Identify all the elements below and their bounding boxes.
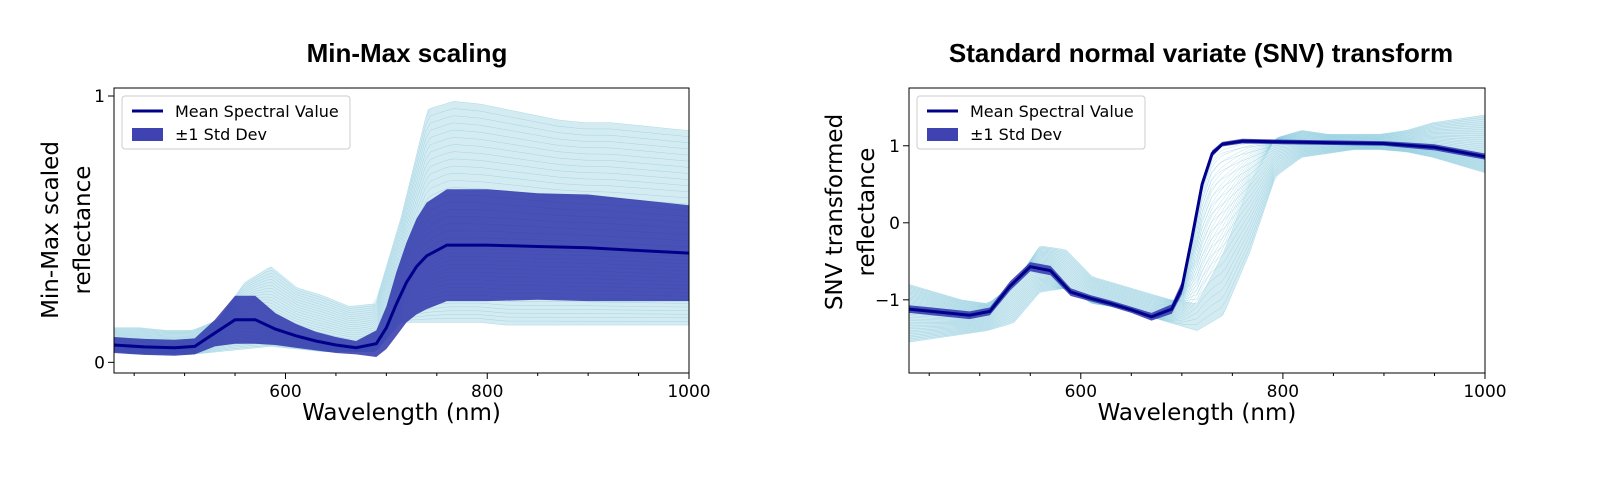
snv-legend-std-swatch [927,128,958,141]
snv-legend-mean-label: Mean Spectral Value [970,102,1134,121]
snv-spectrum-line [909,149,1485,341]
minmax-x-tick-label: 1000 [667,382,710,402]
snv-plot-area [909,114,1485,343]
snv-y-axis-label: reflectance [854,148,880,277]
minmax-legend-mean-label: Mean Spectral Value [175,102,339,121]
snv-spectrum-line [909,147,1485,333]
snv-spectrum-line [909,148,1485,340]
snv-legend-box [916,95,1146,150]
snv-spectrum-line [909,146,1485,328]
snv-spectra-envelope [909,115,1485,343]
minmax-axes-frame [113,87,690,374]
minmax-chart-title: Min-Max scaling [307,38,508,68]
snv-spectrum-line [909,143,1485,318]
minmax-legend-std-swatch [132,128,163,141]
minmax-x-axis-label: Wavelength (nm) [302,400,501,426]
snv-spectrum-line [909,145,1485,323]
snv-y-tick-label: −1 [875,291,900,311]
minmax-y-axis-label: Min-Max scaled [38,141,64,319]
snv-axes-frame [908,87,1486,374]
snv-spectrum-line [909,149,1485,343]
snv-spectrum-line [909,148,1485,338]
minmax-y-tick-label: 0 [94,353,105,373]
snv-legend: Mean Spectral Value ±1 Std Dev [916,95,1146,150]
snv-x-tick-label: 800 [1267,382,1299,402]
minmax-legend: Mean Spectral Value ±1 Std Dev [121,95,351,150]
snv-x-tick-label: 1000 [1463,382,1506,402]
minmax-chart: 600 800 1000 0 1 Min-Max scaling Wavelength (n… [38,38,711,426]
minmax-y-axis-label: reflectance [70,166,96,295]
snv-spectrum-line [909,144,1485,319]
snv-spectrum-line [909,147,1485,331]
minmax-spectrum-line [114,108,689,332]
minmax-plot-area [114,101,689,357]
snv-spectrum-line [909,140,1485,314]
minmax-mean-line [114,243,689,350]
minmax-x-tick-label: 600 [269,382,301,402]
snv-spectrum-line [909,146,1485,330]
snv-x-tick-label: 600 [1065,382,1097,402]
snv-legend-std-label: ±1 Std Dev [970,125,1062,144]
snv-y-tick-label: 0 [889,214,900,234]
snv-chart-title: Standard normal variate (SNV) transform [949,38,1453,68]
snv-spectrum-line [909,147,1485,335]
minmax-legend-box [121,95,351,150]
snv-x-axis-label: Wavelength (nm) [1098,400,1297,426]
snv-spectrum-line [909,145,1485,325]
snv-spectrum-line [909,144,1485,320]
snv-y-axis-label: SNV transformed [822,114,848,310]
minmax-chart-panel: 600 800 1000 0 1 Min-Max scaling Wavelength (n… [0,0,800,478]
minmax-std-band [114,189,689,357]
minmax-spectrum-line [114,101,689,331]
snv-mean-line [909,139,1485,319]
minmax-x-tick-label: 800 [471,382,503,402]
snv-spectrum-line [909,140,1485,315]
snv-spectrum-line [909,148,1485,336]
snv-y-tick-label: 1 [889,137,900,157]
minmax-legend-std-label: ±1 Std Dev [175,125,267,144]
minmax-y-tick-label: 1 [94,87,105,107]
snv-chart-panel: 600 800 1000 −1 0 1 Standard normal variate (S… [800,0,1607,478]
snv-chart: 600 800 1000 −1 0 1 Standard normal variate (S… [822,38,1507,426]
